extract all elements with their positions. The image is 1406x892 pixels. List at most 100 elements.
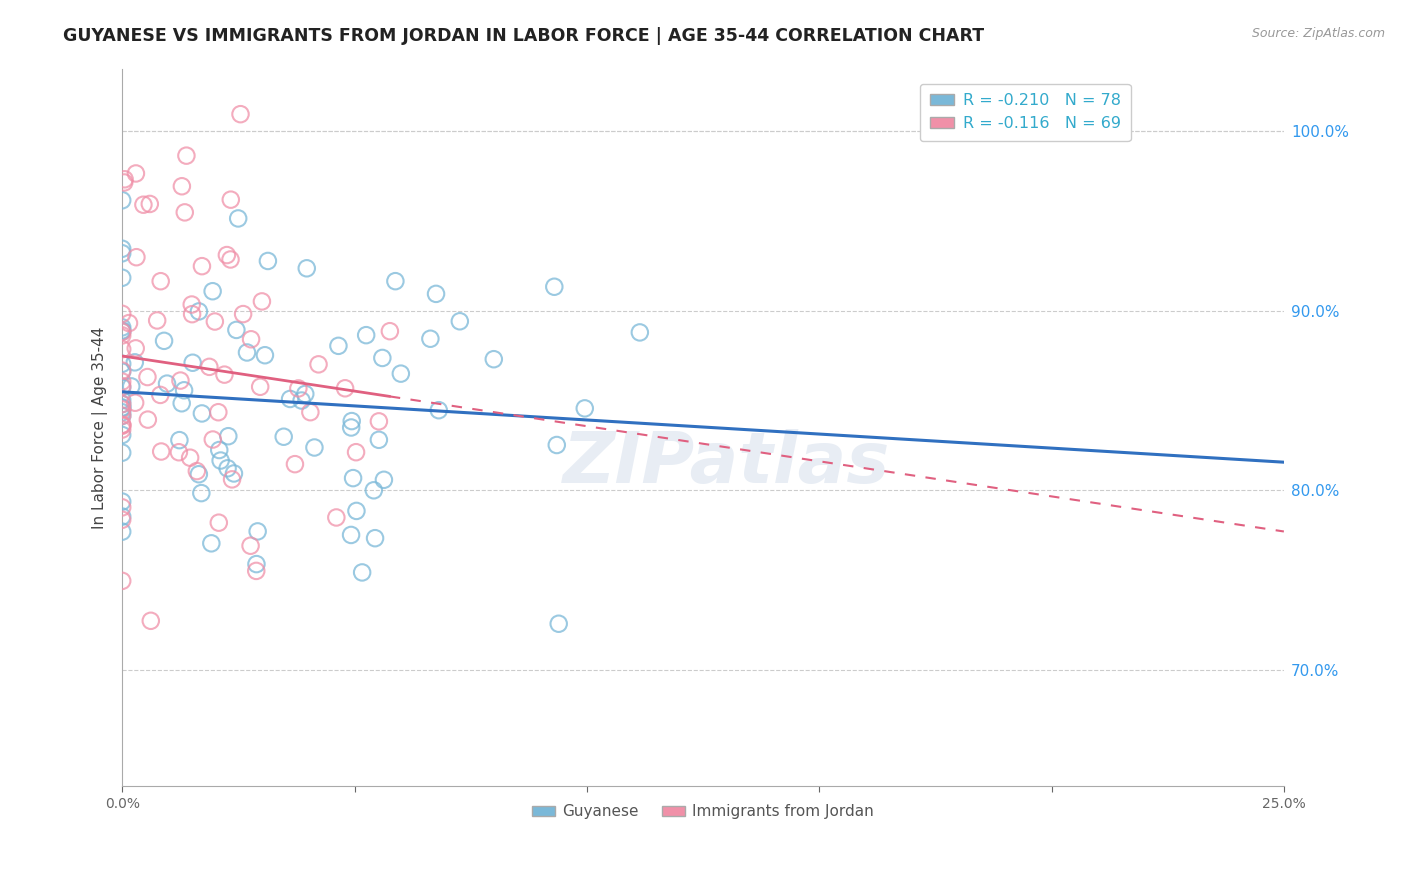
Point — [245, 557, 267, 571]
Point — [222, 467, 245, 481]
Point — [273, 430, 295, 444]
Point — [118, 316, 141, 330]
Point — [125, 166, 148, 180]
Point — [367, 414, 389, 428]
Point — [124, 395, 146, 409]
Point — [111, 417, 134, 432]
Point — [111, 445, 134, 459]
Point — [547, 616, 569, 631]
Point — [149, 388, 172, 402]
Point — [124, 355, 146, 369]
Point — [219, 252, 242, 267]
Point — [482, 352, 505, 367]
Point — [112, 176, 135, 190]
Point — [139, 197, 162, 211]
Point — [187, 467, 209, 482]
Point — [111, 401, 134, 416]
Point — [169, 374, 191, 388]
Point — [190, 486, 212, 500]
Point — [287, 381, 309, 395]
Text: Source: ZipAtlas.com: Source: ZipAtlas.com — [1251, 27, 1385, 40]
Point — [173, 384, 195, 398]
Point — [111, 307, 134, 321]
Point — [187, 304, 209, 318]
Point — [214, 368, 236, 382]
Point — [111, 328, 134, 343]
Point — [340, 414, 363, 428]
Point — [449, 314, 471, 328]
Point — [232, 307, 254, 321]
Point — [111, 524, 134, 539]
Point — [209, 453, 232, 467]
Point — [294, 387, 316, 401]
Point — [208, 516, 231, 530]
Point — [149, 274, 172, 288]
Point — [180, 297, 202, 311]
Point — [215, 248, 238, 262]
Point — [389, 367, 412, 381]
Point — [111, 397, 134, 411]
Point — [427, 403, 450, 417]
Point — [543, 279, 565, 293]
Point — [111, 423, 134, 437]
Point — [217, 429, 239, 443]
Point — [378, 324, 401, 338]
Point — [342, 471, 364, 485]
Point — [111, 194, 134, 208]
Point — [111, 323, 134, 337]
Point — [111, 320, 134, 334]
Point — [219, 193, 242, 207]
Point — [111, 397, 134, 411]
Point — [419, 332, 441, 346]
Point — [246, 524, 269, 539]
Point — [371, 351, 394, 365]
Point — [191, 406, 214, 420]
Point — [425, 286, 447, 301]
Point — [111, 509, 134, 524]
Point — [111, 417, 134, 432]
Point — [308, 357, 330, 371]
Point — [167, 445, 190, 459]
Point — [628, 326, 651, 340]
Point — [120, 379, 142, 393]
Point — [111, 574, 134, 588]
Point — [546, 438, 568, 452]
Point — [181, 307, 204, 321]
Point — [125, 250, 148, 264]
Point — [333, 381, 356, 395]
Point — [201, 284, 224, 298]
Point — [229, 107, 252, 121]
Point — [207, 405, 229, 419]
Point — [111, 401, 134, 415]
Text: ZIPatlas: ZIPatlas — [562, 429, 890, 498]
Point — [146, 313, 169, 327]
Y-axis label: In Labor Force | Age 35-44: In Labor Force | Age 35-44 — [93, 326, 108, 529]
Point — [170, 179, 193, 194]
Point — [111, 513, 134, 527]
Point — [111, 494, 134, 508]
Point — [284, 457, 307, 471]
Point — [325, 510, 347, 524]
Point — [240, 332, 263, 346]
Point — [249, 380, 271, 394]
Point — [111, 409, 134, 423]
Point — [204, 314, 226, 328]
Point — [179, 450, 201, 465]
Point — [111, 402, 134, 417]
Point — [340, 528, 363, 542]
Point — [208, 443, 231, 458]
Point — [111, 242, 134, 256]
Point — [150, 444, 173, 458]
Point — [111, 357, 134, 371]
Point — [125, 342, 148, 356]
Point — [111, 365, 134, 379]
Point — [191, 259, 214, 273]
Point — [225, 323, 247, 337]
Point — [173, 205, 195, 219]
Point — [304, 441, 326, 455]
Point — [169, 433, 191, 447]
Point — [111, 500, 134, 515]
Point — [226, 211, 249, 226]
Point — [367, 433, 389, 447]
Point — [111, 325, 134, 339]
